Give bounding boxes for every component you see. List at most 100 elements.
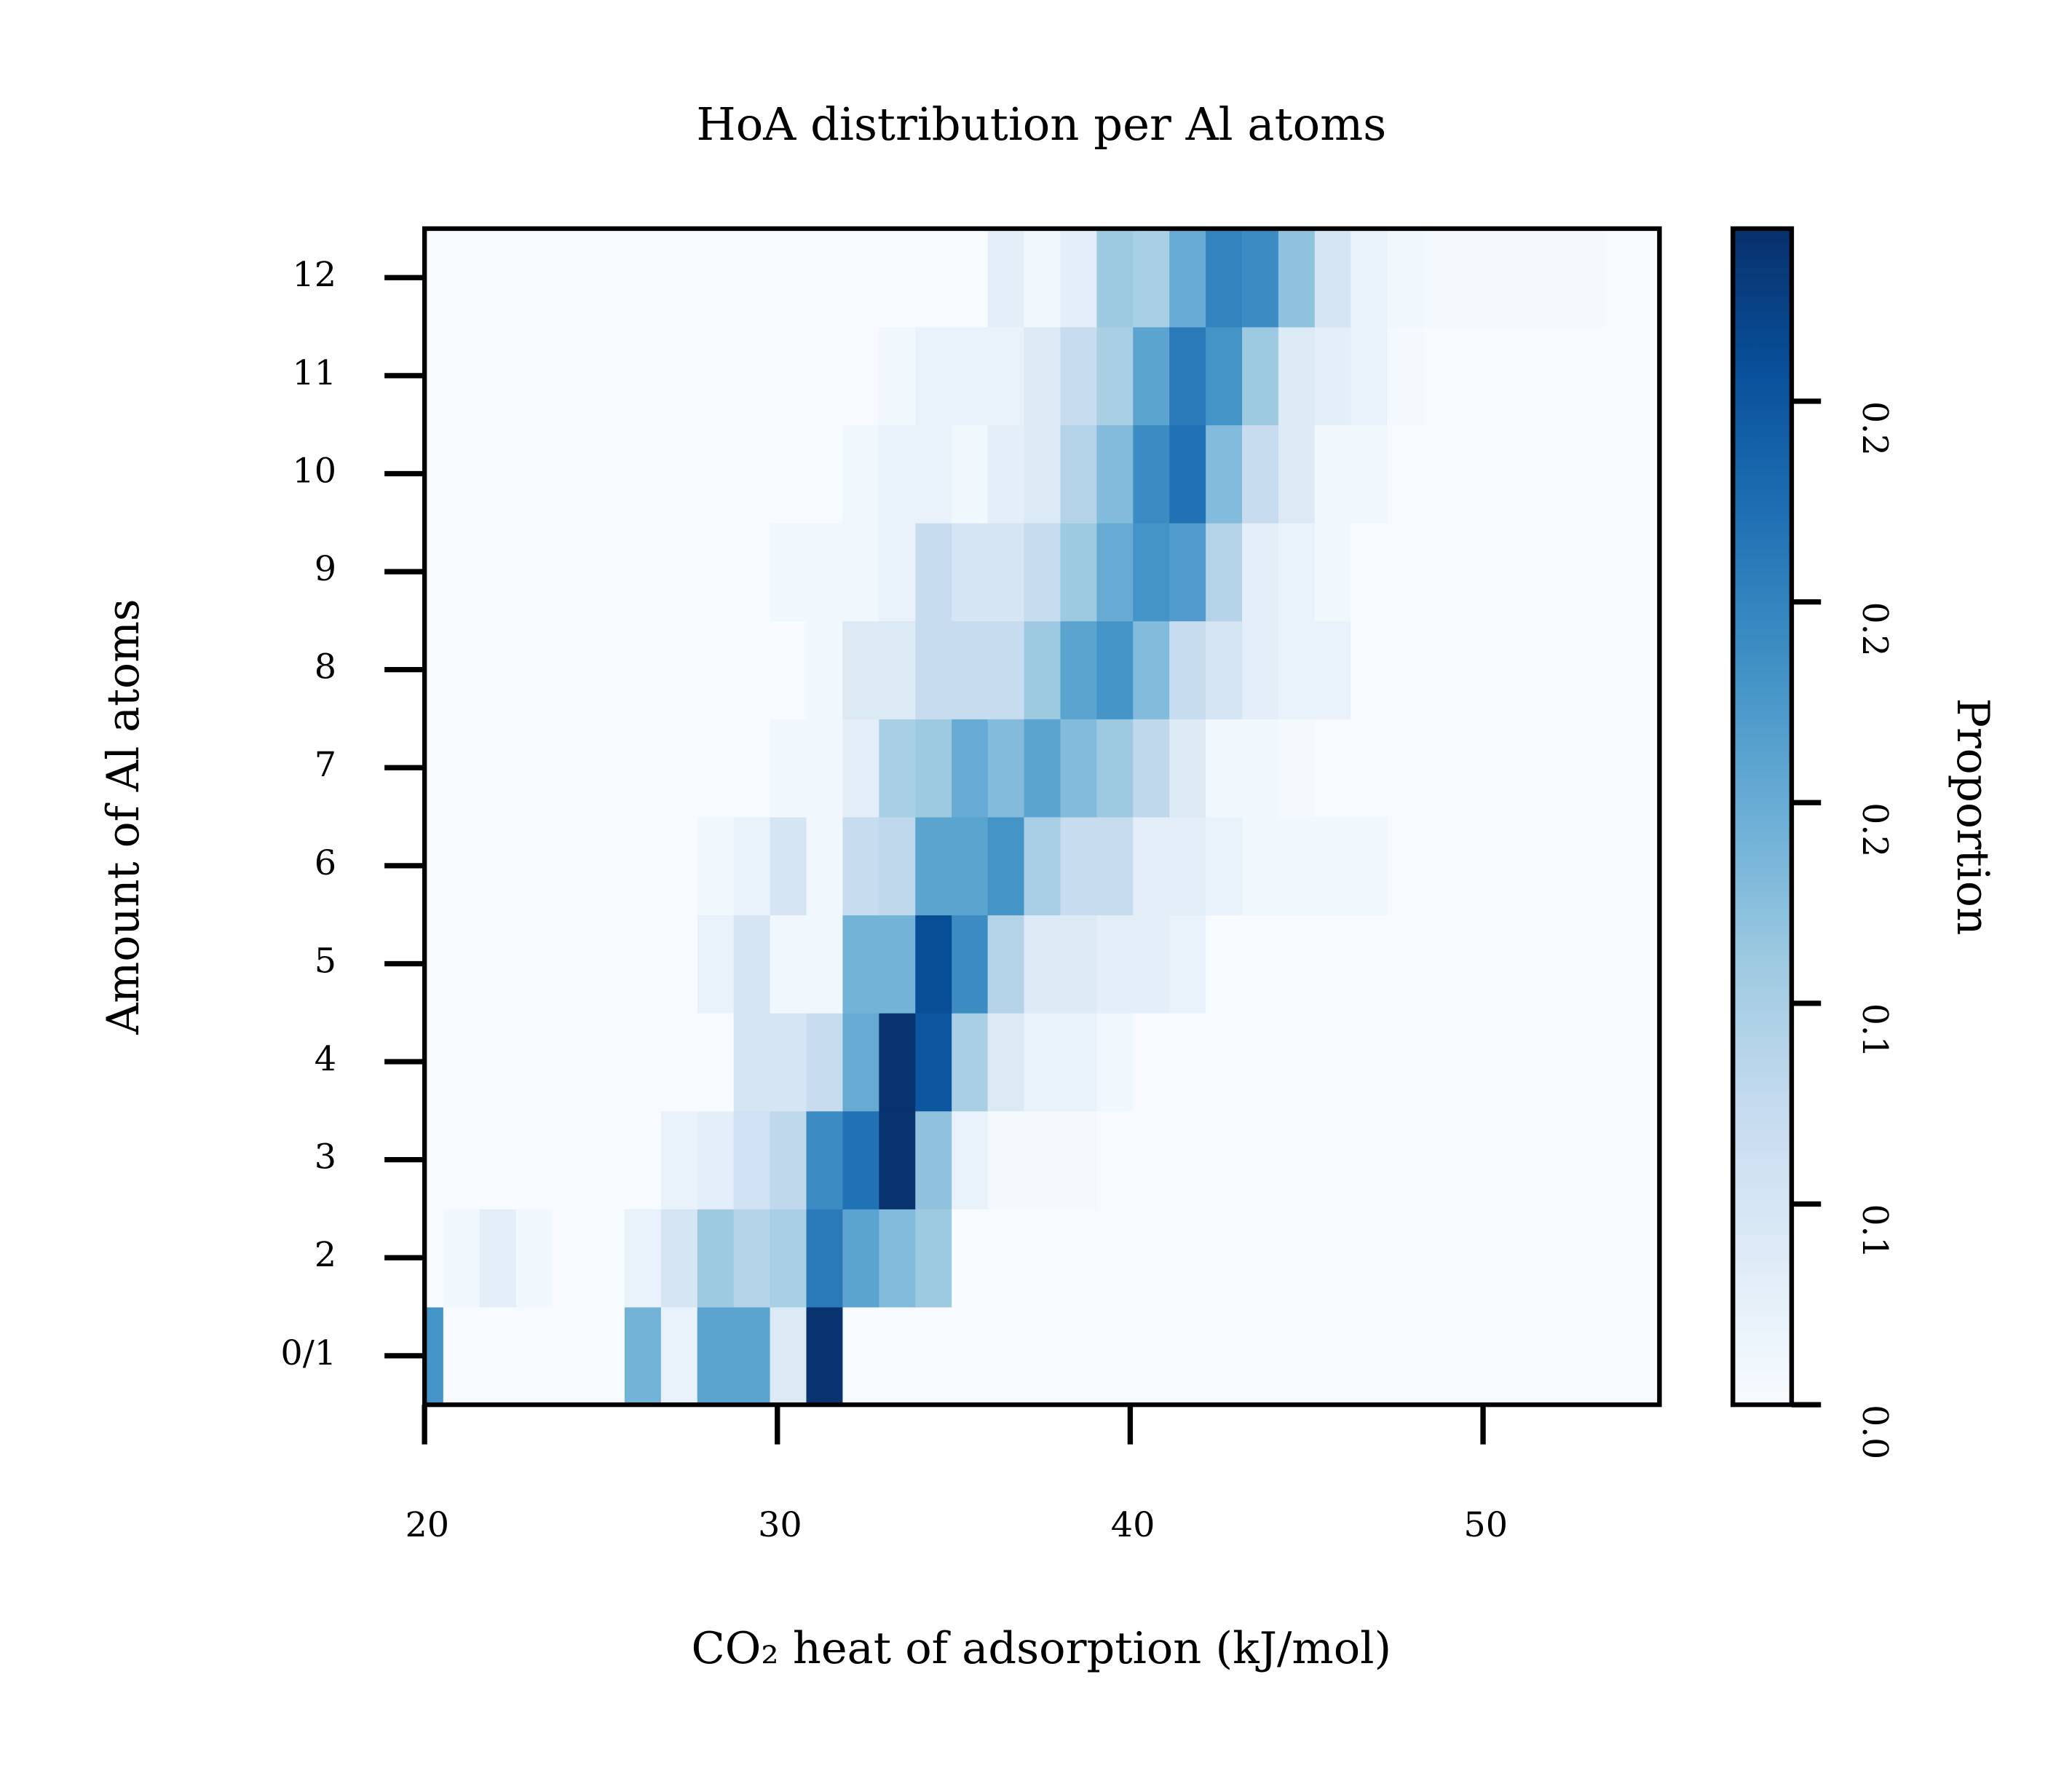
heatmap-cell <box>479 522 517 622</box>
heatmap-cell <box>1641 1110 1660 1209</box>
heatmap-cell <box>806 228 844 328</box>
heatmap-cell <box>806 620 844 719</box>
heatmap-cell <box>1169 816 1207 916</box>
heatmap-cell <box>1532 816 1570 916</box>
heatmap-cell <box>842 718 880 818</box>
heatmap-cell <box>806 326 844 426</box>
heatmap-cell <box>1169 1306 1207 1405</box>
heatmap-cell <box>915 1306 953 1405</box>
heatmap-cell <box>806 1306 844 1405</box>
heatmap-cell <box>1641 1208 1660 1308</box>
heatmap-cell <box>624 1208 662 1308</box>
heatmap-cell <box>806 816 844 916</box>
heatmap-cell <box>479 425 517 524</box>
heatmap-cell <box>1460 326 1497 426</box>
heatmap-cell <box>1024 816 1061 916</box>
heatmap-cell <box>424 1208 444 1308</box>
heatmap-cell <box>588 915 625 1014</box>
heatmap-cell <box>1495 1012 1533 1112</box>
heatmap-cell <box>515 1012 553 1112</box>
heatmap-cell <box>552 228 590 328</box>
heatmap-cell <box>443 326 481 426</box>
heatmap-cell <box>697 718 735 818</box>
heatmap-cell <box>879 816 917 916</box>
heatmap-cell <box>697 1012 735 1112</box>
heatmap-cell <box>424 522 444 622</box>
heatmap-cell <box>624 1306 662 1405</box>
heatmap-cell <box>1605 522 1642 622</box>
heatmap-cell <box>697 1306 735 1405</box>
heatmap-cell <box>443 1208 481 1308</box>
heatmap-cell <box>1460 1110 1497 1209</box>
heatmap-cell <box>1206 1012 1243 1112</box>
heatmap-cell <box>443 1306 481 1405</box>
heatmap-cell <box>1351 522 1388 622</box>
heatmap-cell <box>879 228 917 328</box>
colorbar <box>1733 228 1792 1405</box>
heatmap-cell <box>915 1208 953 1308</box>
heatmap-cell <box>697 1110 735 1209</box>
heatmap-cell <box>588 1208 625 1308</box>
heatmap-cell <box>1532 1012 1570 1112</box>
heatmap-cell <box>1460 425 1497 524</box>
heatmap-cell <box>1314 718 1352 818</box>
y-tick-label: 5 <box>315 942 336 982</box>
heatmap-cell <box>443 425 481 524</box>
heatmap-cell <box>424 718 444 818</box>
heatmap-cell <box>1460 915 1497 1014</box>
heatmap-cell <box>1495 228 1533 328</box>
heatmap-cell <box>1605 718 1642 818</box>
heatmap-cell <box>1314 522 1352 622</box>
heatmap-cell <box>952 522 989 622</box>
heatmap-cell <box>1387 718 1425 818</box>
heatmap-cell <box>915 816 953 916</box>
heatmap-cell <box>1278 425 1316 524</box>
heatmap-cell <box>1024 915 1061 1014</box>
heatmap-cell <box>1351 1012 1388 1112</box>
heatmap-cell <box>879 620 917 719</box>
heatmap-cell <box>1206 522 1243 622</box>
heatmap-cell <box>770 1012 807 1112</box>
heatmap-cell <box>806 522 844 622</box>
heatmap-cell <box>915 718 953 818</box>
heatmap-cell <box>1387 816 1425 916</box>
heatmap-cell <box>879 1012 917 1112</box>
heatmap-cell <box>987 425 1025 524</box>
heatmap-cell <box>479 915 517 1014</box>
heatmap-cell <box>1242 1306 1279 1405</box>
heatmap-cell <box>952 1110 989 1209</box>
colorbar-tick-label: 0.1 <box>1854 1204 1894 1259</box>
x-tick-label: 20 <box>405 1505 449 1545</box>
heatmap-cell <box>1351 915 1388 1014</box>
heatmap-cell <box>1133 620 1171 719</box>
heatmap-cell <box>552 1208 590 1308</box>
heatmap-cell <box>1495 1306 1533 1405</box>
heatmap-cell <box>987 915 1025 1014</box>
heatmap-cell <box>1641 425 1660 524</box>
heatmap-cell <box>479 1110 517 1209</box>
heatmap-cell <box>1387 1208 1425 1308</box>
heatmap-cell <box>770 1306 807 1405</box>
heatmap-cell <box>588 326 625 426</box>
heatmap-cell <box>1423 718 1460 818</box>
heatmap-cell <box>479 326 517 426</box>
heatmap-cell <box>624 1110 662 1209</box>
heatmap-cell <box>1351 718 1388 818</box>
heatmap-cell <box>1024 425 1061 524</box>
heatmap-cell <box>660 1208 698 1308</box>
heatmap-cell <box>1096 1110 1134 1209</box>
heatmap-cell <box>733 228 771 328</box>
heatmap-cell <box>1278 620 1316 719</box>
heatmap-cell <box>1242 620 1279 719</box>
heatmap-cell <box>515 718 553 818</box>
heatmap-cell <box>552 522 590 622</box>
heatmap-cell <box>952 915 989 1014</box>
heatmap-cell <box>1133 1110 1171 1209</box>
heatmap-cell <box>952 425 989 524</box>
heatmap-cell <box>515 326 553 426</box>
heatmap-cell <box>588 228 625 328</box>
heatmap-cell <box>660 620 698 719</box>
heatmap-cell <box>733 816 771 916</box>
heatmap-cell <box>879 1208 917 1308</box>
heatmap-cell <box>552 620 590 719</box>
